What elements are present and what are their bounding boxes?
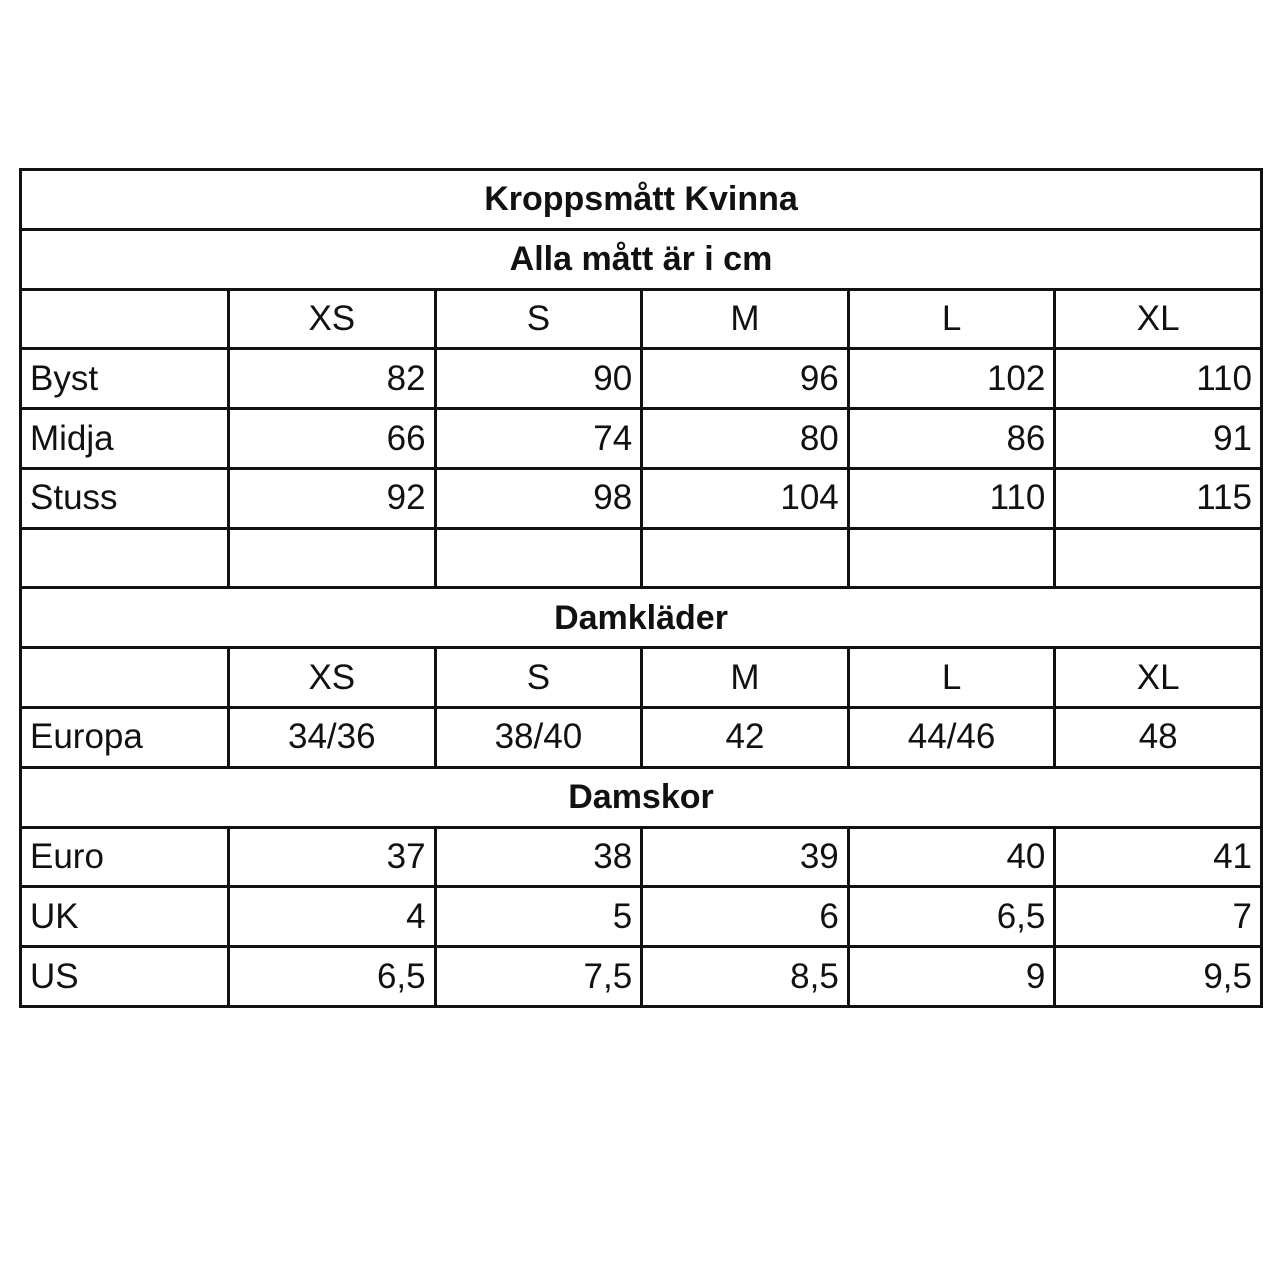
value-cell: 110 [1053,347,1263,411]
value-cell: 66 [227,407,437,470]
value-cell: 37 [227,825,437,889]
value-cell: 6,5 [846,885,1057,949]
size-chart-table: Kroppsmått Kvinna Alla mått är i cm XS S M L X… [19,168,1263,1008]
size-header-row: XS S M L XL [19,646,1263,710]
value-cell: 9,5 [1053,945,1263,1008]
value-cell: 74 [433,407,644,470]
size-header: S [433,287,644,351]
value-cell: 39 [640,825,850,889]
table-row: Midja 66 74 80 86 91 [19,407,1263,470]
value-cell: 82 [227,347,437,411]
table-title-row: Kroppsmått Kvinna [19,168,1263,231]
value-cell: 44/46 [846,706,1057,769]
empty-cell [433,526,644,590]
row-label: UK [19,885,230,949]
size-header: XL [1053,646,1263,710]
size-header-row: XS S M L XL [19,287,1263,351]
clothing-section-title-row: Damkläder [19,586,1263,650]
table-subtitle-row: Alla mått är i cm [19,227,1263,291]
table-subtitle: Alla mått är i cm [19,227,1263,291]
value-cell: 96 [640,347,850,411]
size-header: S [433,646,644,710]
empty-cell [19,646,230,710]
value-cell: 5 [433,885,644,949]
row-label: Europa [19,706,230,769]
row-label: Midja [19,407,230,470]
value-cell: 115 [1053,466,1263,530]
value-cell: 6 [640,885,850,949]
value-cell: 48 [1053,706,1263,769]
size-header: XS [227,646,437,710]
size-header: M [640,646,850,710]
clothing-section-title: Damkläder [19,586,1263,650]
table-title: Kroppsmått Kvinna [19,168,1263,231]
empty-cell [19,526,230,590]
value-cell: 6,5 [227,945,437,1008]
value-cell: 110 [846,466,1057,530]
shoes-section-title: Damskor [19,765,1263,829]
size-header: XL [1053,287,1263,351]
empty-cell [1053,526,1263,590]
value-cell: 86 [846,407,1057,470]
value-cell: 40 [846,825,1057,889]
value-cell: 90 [433,347,644,411]
value-cell: 38 [433,825,644,889]
row-label: Stuss [19,466,230,530]
value-cell: 7,5 [433,945,644,1008]
row-label: US [19,945,230,1008]
value-cell: 4 [227,885,437,949]
value-cell: 98 [433,466,644,530]
empty-cell [227,526,437,590]
shoes-section-title-row: Damskor [19,765,1263,829]
size-header: L [846,646,1057,710]
value-cell: 34/36 [227,706,437,769]
empty-row [19,526,1263,590]
value-cell: 104 [640,466,850,530]
value-cell: 102 [846,347,1057,411]
value-cell: 91 [1053,407,1263,470]
row-label: Euro [19,825,230,889]
empty-cell [846,526,1057,590]
table-row: Euro 37 38 39 40 41 [19,825,1263,889]
value-cell: 42 [640,706,850,769]
table-row: Byst 82 90 96 102 110 [19,347,1263,411]
size-header: M [640,287,850,351]
table-row: US 6,5 7,5 8,5 9 9,5 [19,945,1263,1008]
table-row: Stuss 92 98 104 110 115 [19,466,1263,530]
row-label: Byst [19,347,230,411]
empty-cell [640,526,850,590]
table-row: Europa 34/36 38/40 42 44/46 48 [19,706,1263,769]
value-cell: 38/40 [433,706,644,769]
value-cell: 92 [227,466,437,530]
value-cell: 41 [1053,825,1263,889]
size-header: XS [227,287,437,351]
value-cell: 8,5 [640,945,850,1008]
empty-cell [19,287,230,351]
value-cell: 7 [1053,885,1263,949]
table-row: UK 4 5 6 6,5 7 [19,885,1263,949]
size-header: L [846,287,1057,351]
value-cell: 80 [640,407,850,470]
value-cell: 9 [846,945,1057,1008]
